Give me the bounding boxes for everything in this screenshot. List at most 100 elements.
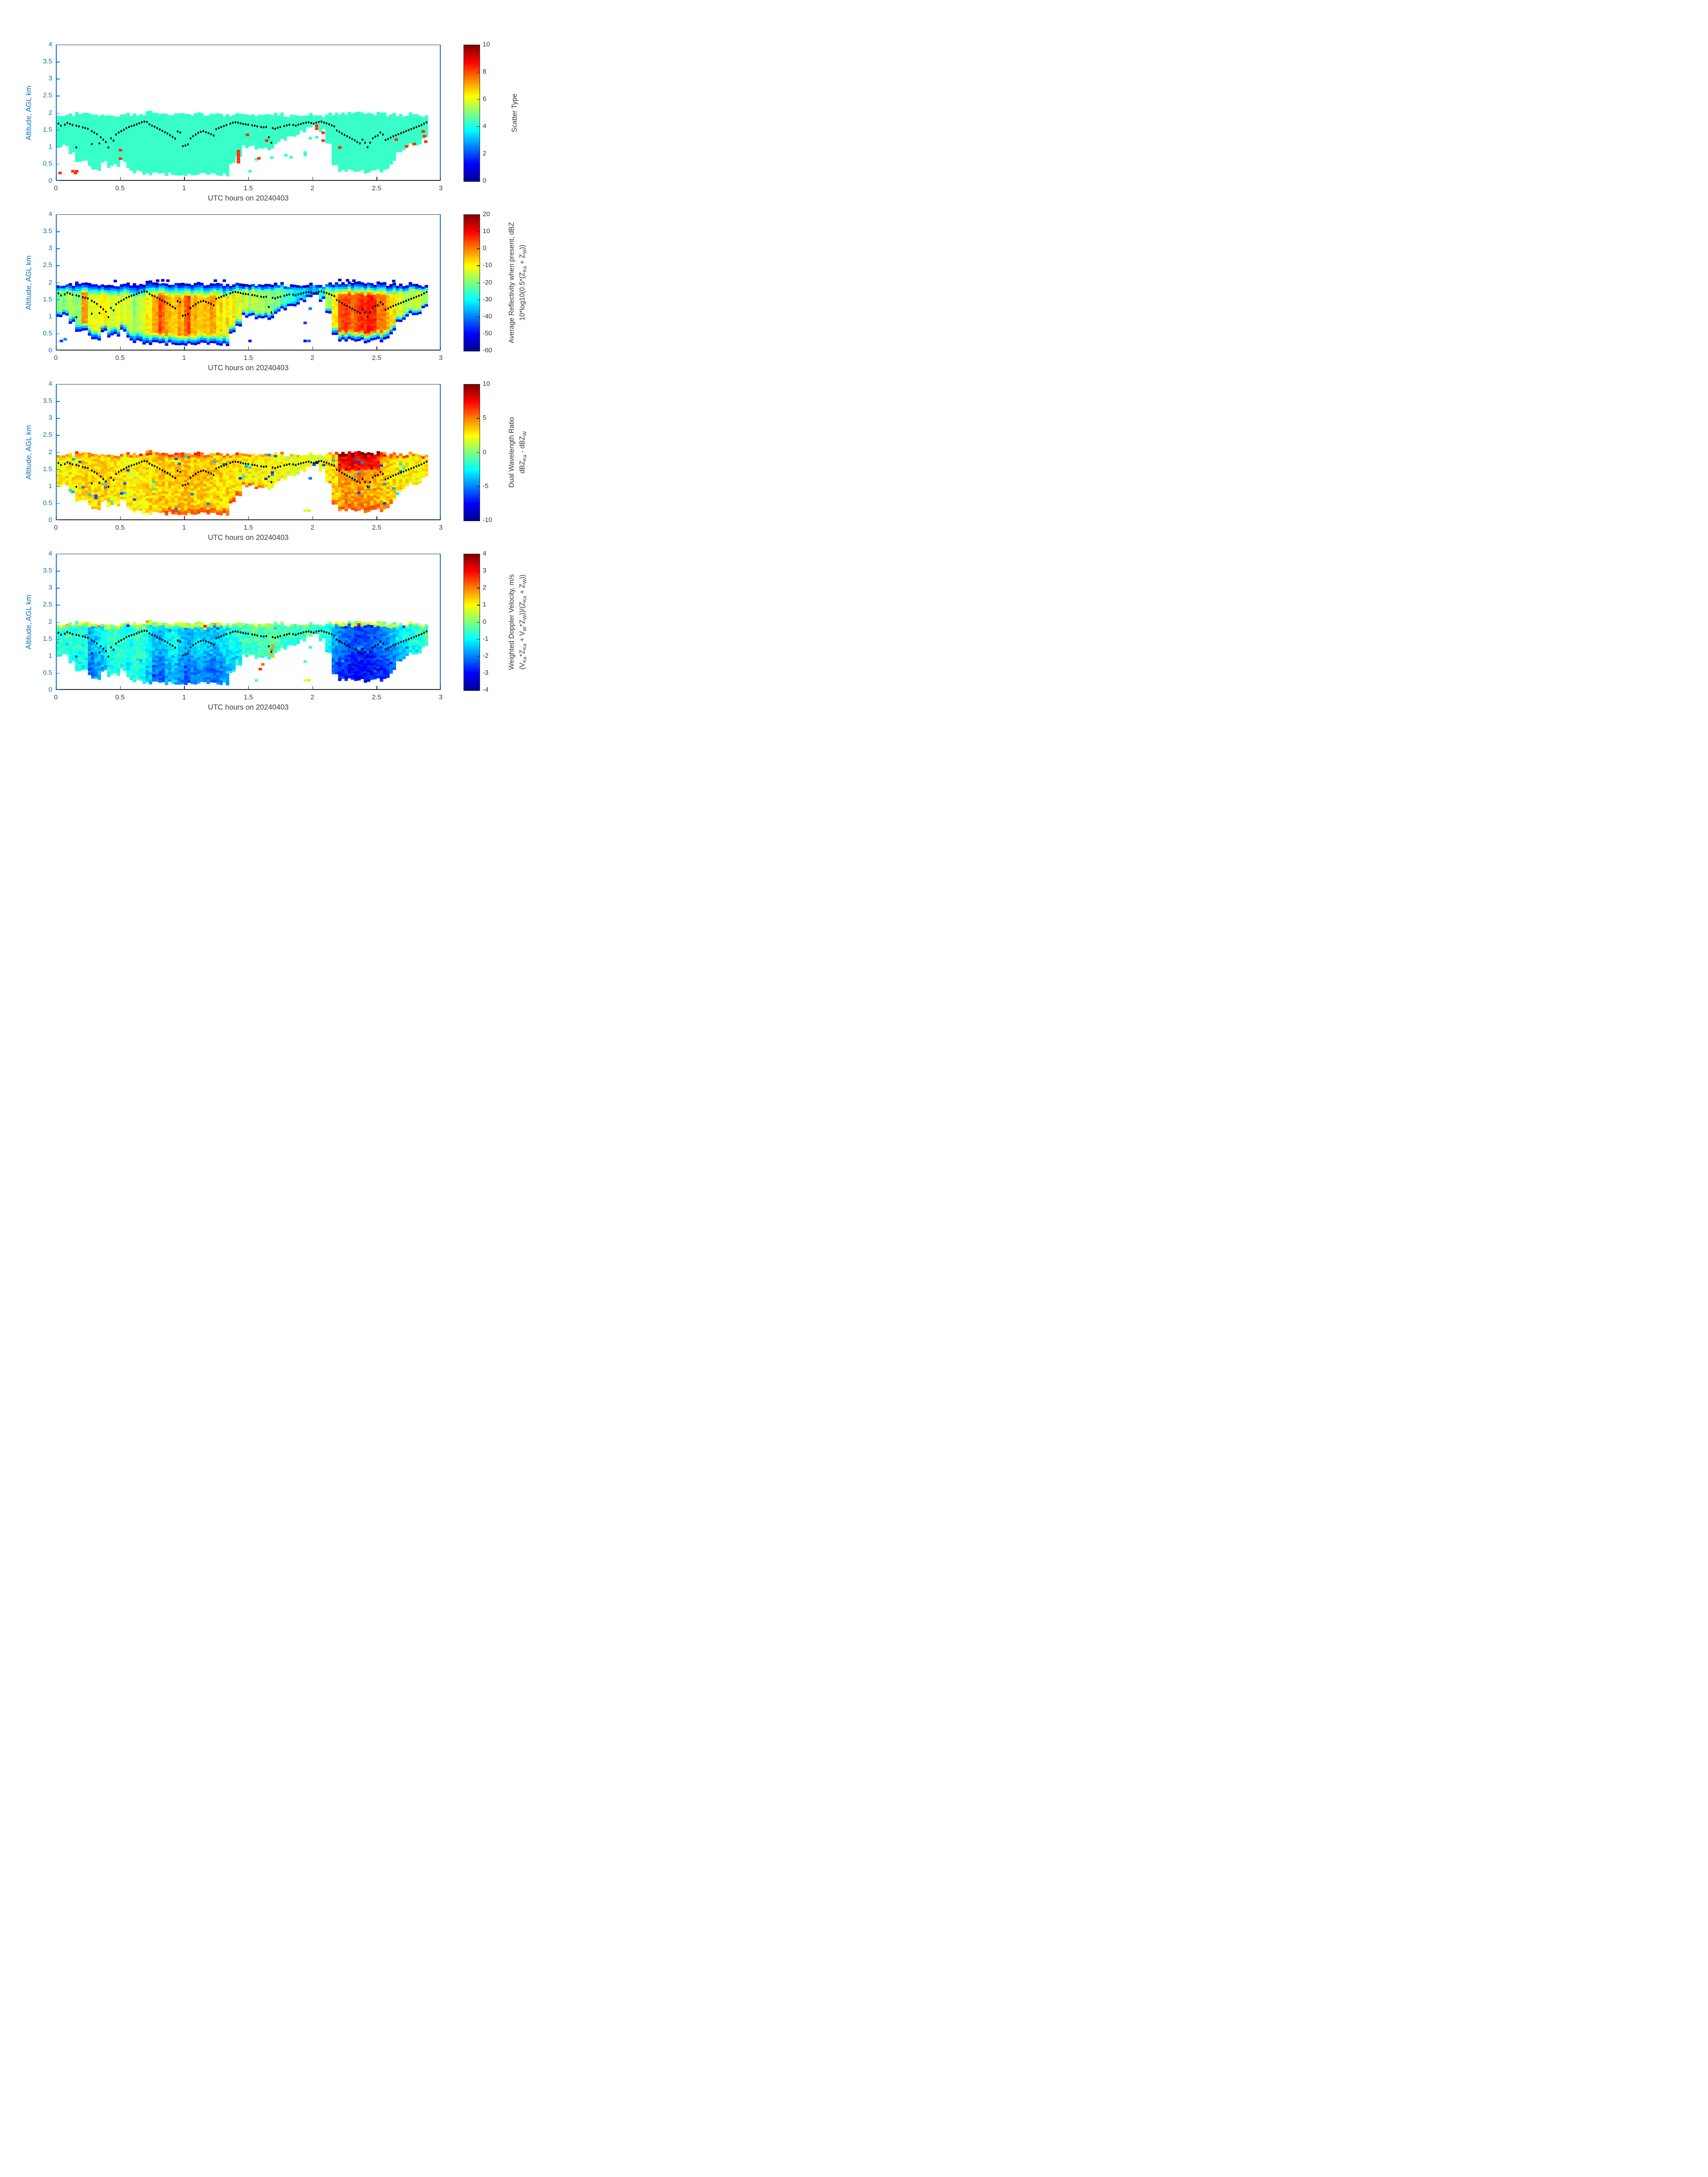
y-tick-mark bbox=[56, 350, 60, 351]
colorbar-tick-mark bbox=[477, 452, 480, 453]
x-tick-mark bbox=[120, 177, 121, 181]
x-tick-label: 1 bbox=[182, 184, 186, 192]
panel-weighted-doppler-velocity: 4 3.5 3 2.5 2 1.5 1 0.5 0 0 0.5 1 1.5 2 2.5 3 Altitude, … bbox=[0, 550, 569, 723]
colorbar-tick-label: 10 bbox=[483, 41, 490, 48]
y-tick-mark bbox=[56, 622, 60, 623]
x-tick-label: 0.5 bbox=[115, 354, 125, 362]
y-tick-mark bbox=[56, 231, 60, 232]
colorbar-tick-label: -10 bbox=[483, 517, 492, 524]
y-tick-label: 4 bbox=[48, 550, 52, 557]
panel-scatter-type: 4 3.5 3 2.5 2 1.5 1 0.5 0 0 0.5 1 1.5 2 2.5 3 Altitude, … bbox=[0, 41, 569, 214]
x-tick-mark bbox=[440, 347, 441, 351]
heatmap-canvas bbox=[56, 554, 441, 690]
colorbar-tick-label: 4 bbox=[483, 123, 487, 130]
plot-border-top bbox=[56, 214, 441, 215]
x-tick-label: 2.5 bbox=[372, 694, 381, 701]
colorbar-label-line: Weighted Doppler Velocity, m/s bbox=[508, 574, 516, 670]
y-tick-label: 0 bbox=[48, 686, 52, 694]
colorbar-tick-label: -5 bbox=[483, 482, 489, 490]
y-tick-label: 2 bbox=[48, 278, 52, 286]
colorbar-label-line: Average Reflectivity when present, dBZ bbox=[508, 221, 516, 343]
plot-border-right bbox=[440, 45, 441, 181]
x-tick-label: 1 bbox=[182, 354, 186, 362]
y-tick-mark bbox=[56, 248, 60, 249]
plot-border-right bbox=[440, 554, 441, 690]
colorbar-tick-mark bbox=[477, 126, 480, 127]
y-tick-label: 3 bbox=[48, 75, 52, 83]
x-tick-mark bbox=[248, 516, 249, 520]
x-tick-mark bbox=[120, 347, 121, 351]
x-tick-label: 3 bbox=[438, 354, 443, 362]
x-tick-label: 2 bbox=[310, 184, 314, 192]
x-tick-mark bbox=[120, 686, 121, 690]
colorbar-tick-mark bbox=[477, 248, 480, 249]
y-tick-label: 1.5 bbox=[43, 295, 52, 303]
colorbar-tick-mark bbox=[477, 265, 480, 266]
x-tick-mark bbox=[376, 177, 377, 181]
y-tick-label: 2.5 bbox=[43, 601, 52, 609]
x-tick-label: 2 bbox=[310, 524, 314, 531]
plot-border-right bbox=[440, 214, 441, 351]
plot-area bbox=[56, 214, 441, 351]
heatmap-canvas bbox=[56, 214, 441, 351]
colorbar-label-line: dBZKa - dBZW bbox=[518, 431, 528, 473]
colorbar-label: Average Reflectivity when present, dBZ 10… bbox=[506, 222, 530, 343]
y-axis-label: Altitude, AGL km bbox=[25, 255, 33, 310]
y-tick-label: 2 bbox=[48, 618, 52, 626]
y-tick-label: 3.5 bbox=[43, 227, 52, 235]
page: { "figure": { "background": "#ffffff", "… bbox=[0, 0, 569, 726]
y-tick-label: 0.5 bbox=[43, 329, 52, 337]
colorbar-tick-label: 5 bbox=[483, 414, 487, 422]
colorbar-tick-label: 0 bbox=[483, 618, 487, 626]
colorbar-tick-label: 1 bbox=[483, 601, 487, 609]
colorbar-label: Weighted Doppler Velocity, m/s (VKa*ZKa +… bbox=[506, 574, 530, 670]
colorbar-label-line: (VKa*ZKa + VW*ZW))/(ZKa + ZW)) bbox=[518, 574, 528, 669]
x-axis-label: UTC hours on 20240403 bbox=[208, 703, 289, 711]
colorbar-tick-mark bbox=[477, 622, 480, 623]
y-tick-label: 2 bbox=[48, 109, 52, 117]
colorbar bbox=[464, 45, 480, 182]
y-tick-label: 2.5 bbox=[43, 92, 52, 100]
x-tick-label: 0.5 bbox=[115, 184, 125, 192]
colorbar-tick-mark bbox=[477, 231, 480, 232]
x-tick-label: 0 bbox=[54, 184, 58, 192]
x-tick-label: 2.5 bbox=[372, 354, 381, 362]
colorbar-tick-label: 10 bbox=[483, 380, 490, 388]
colorbar-tick-label: -30 bbox=[483, 296, 492, 303]
x-tick-label: 1.5 bbox=[243, 354, 253, 362]
colorbar-tick-label: 2 bbox=[483, 584, 487, 592]
colorbar-tick-label: 20 bbox=[483, 211, 490, 218]
x-tick-label: 2 bbox=[310, 694, 314, 701]
heatmap-canvas bbox=[56, 384, 441, 520]
y-tick-label: 1 bbox=[48, 142, 52, 150]
x-tick-mark bbox=[376, 686, 377, 690]
colorbar-tick-label: -10 bbox=[483, 262, 492, 269]
colorbar-tick-label: -40 bbox=[483, 313, 492, 320]
y-tick-label: 3.5 bbox=[43, 567, 52, 575]
x-tick-mark bbox=[376, 347, 377, 351]
x-axis-label: UTC hours on 20240403 bbox=[208, 194, 289, 202]
colorbar-tick-label: 2 bbox=[483, 150, 487, 157]
x-tick-label: 3 bbox=[438, 694, 443, 701]
y-tick-label: 3 bbox=[48, 414, 52, 422]
y-tick-label: 3 bbox=[48, 584, 52, 592]
colorbar-tick-label: -4 bbox=[483, 686, 489, 694]
y-tick-label: 1 bbox=[48, 652, 52, 660]
x-tick-label: 1 bbox=[182, 524, 186, 531]
x-axis-label: UTC hours on 20240403 bbox=[208, 364, 289, 372]
x-tick-label: 1 bbox=[182, 694, 186, 701]
y-tick-label: 4 bbox=[48, 380, 52, 388]
x-tick-label: 3 bbox=[438, 184, 443, 192]
x-tick-mark bbox=[120, 516, 121, 520]
y-tick-label: 2.5 bbox=[43, 431, 52, 439]
x-tick-mark bbox=[248, 177, 249, 181]
y-tick-label: 4 bbox=[48, 41, 52, 48]
x-tick-label: 1.5 bbox=[243, 694, 253, 701]
y-tick-mark bbox=[56, 689, 60, 690]
x-tick-mark bbox=[440, 516, 441, 520]
y-tick-label: 1.5 bbox=[43, 125, 52, 134]
y-axis-label: Altitude, AGL km bbox=[25, 425, 33, 480]
colorbar-tick-label: -20 bbox=[483, 279, 492, 286]
x-tick-mark bbox=[248, 347, 249, 351]
y-tick-label: 1 bbox=[48, 482, 52, 490]
